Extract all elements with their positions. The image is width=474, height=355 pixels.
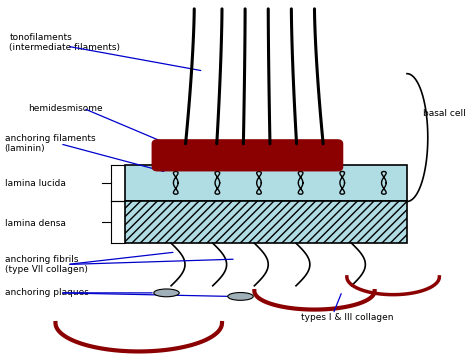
Bar [125,165,407,201]
Text: types I & III collagen: types I & III collagen [301,313,393,322]
FancyBboxPatch shape [153,140,342,170]
Bar [125,201,407,243]
Text: hemidesmisome: hemidesmisome [28,104,102,113]
Text: lamina densa: lamina densa [5,219,65,228]
Text: anchoring filaments
(laminin): anchoring filaments (laminin) [5,134,95,153]
Ellipse shape [228,293,253,300]
Text: anchoring fibrils
(type VII collagen): anchoring fibrils (type VII collagen) [5,255,88,274]
Ellipse shape [154,289,179,297]
Text: tonofilaments
(intermediate filaments): tonofilaments (intermediate filaments) [9,33,120,52]
Text: basal cell: basal cell [423,109,466,118]
Text: anchoring plaques: anchoring plaques [5,288,89,297]
Text: lamina lucida: lamina lucida [5,179,65,189]
